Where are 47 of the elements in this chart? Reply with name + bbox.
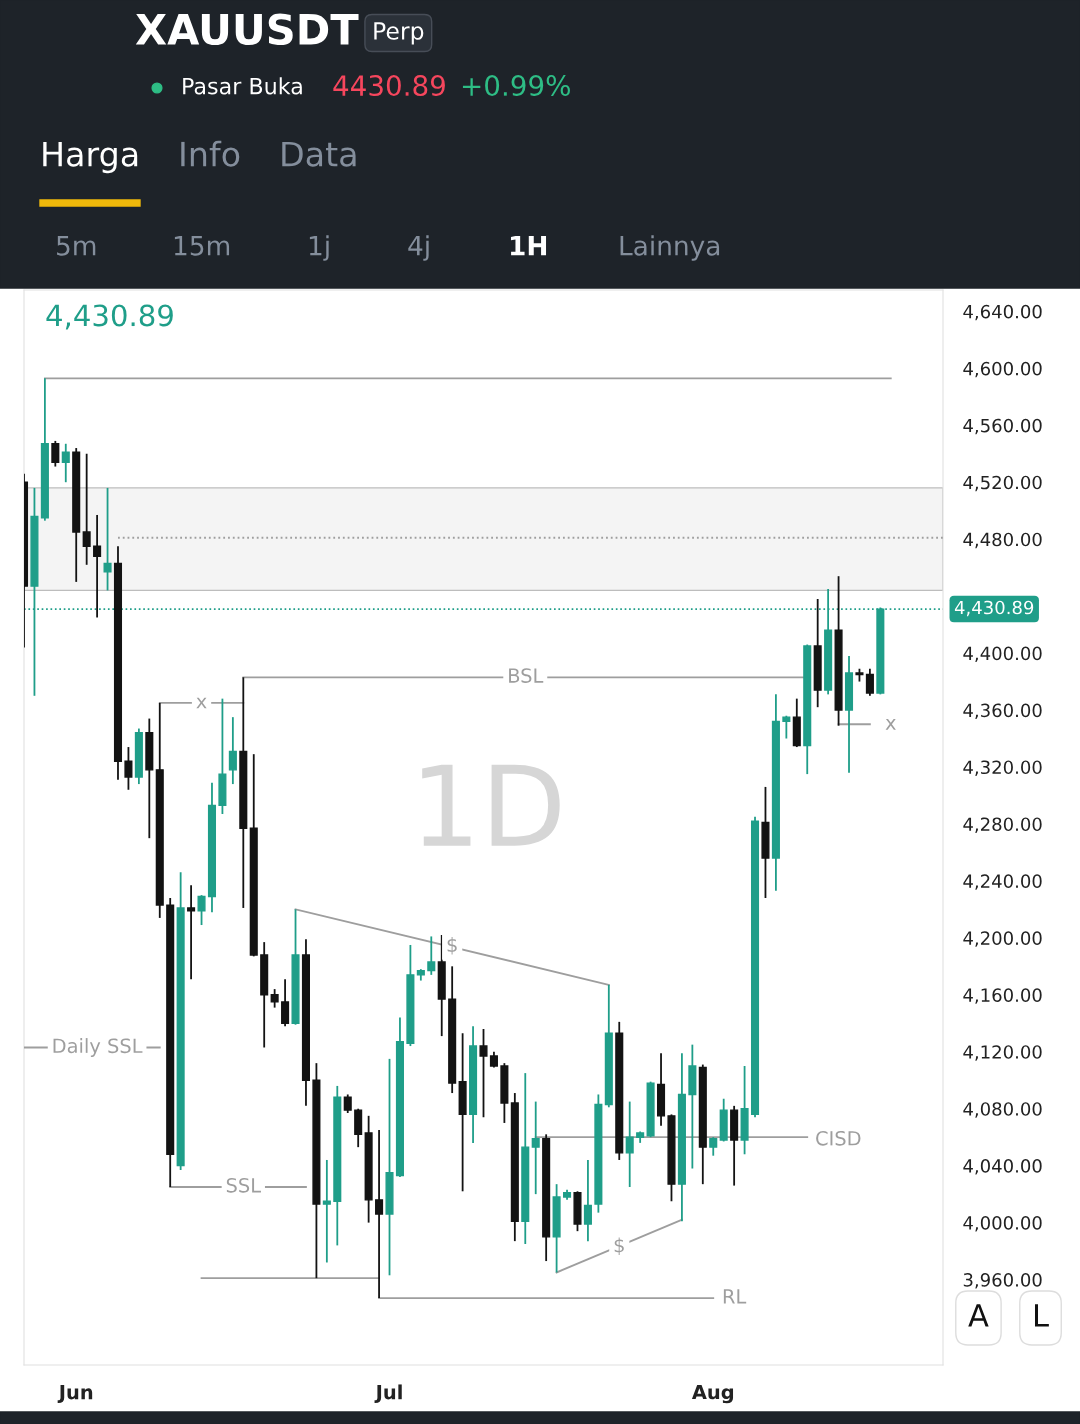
- y-tick-label: 4,160.00: [963, 988, 1042, 1004]
- annotation: x: [885, 719, 896, 730]
- text: +0.99%: [462, 75, 570, 97]
- text: A: [968, 1304, 989, 1327]
- y-tick-label: 4,560.00: [963, 418, 1042, 435]
- text: 5m: [57, 236, 96, 256]
- y-tick-label: 4,080.00: [963, 1102, 1042, 1118]
- annotation: 4,430.89: [46, 304, 173, 330]
- text: 1j: [309, 235, 329, 261]
- y-tick-label: 4,240.00: [963, 874, 1042, 890]
- annotation: RL: [723, 1289, 747, 1304]
- text: L: [1035, 1304, 1049, 1327]
- text: Info: [181, 140, 240, 167]
- y-tick-label: 3,960.00: [963, 1273, 1042, 1289]
- y-tick-label: 4,120.00: [963, 1045, 1042, 1061]
- y-tick-label: 4,520.00: [963, 475, 1042, 492]
- text: Data: [282, 141, 356, 167]
- chart-subtitle: Perp: [374, 22, 424, 45]
- y-tick-label: 4,320.00: [963, 760, 1042, 776]
- y-tick-label: 4,400.00: [963, 646, 1042, 663]
- text: 15m: [174, 236, 230, 256]
- ref-line-label: 4,430.89: [954, 600, 1034, 617]
- annotation: Daily SSL: [53, 1038, 143, 1057]
- x-tick-label: Jul: [374, 1384, 402, 1404]
- y-tick-label: 4,640.00: [963, 304, 1042, 321]
- annotation: BSL: [509, 668, 544, 683]
- y-tick-label: 4,600.00: [963, 361, 1042, 378]
- text: 4j: [408, 235, 429, 261]
- annotation: SSL: [226, 1177, 261, 1193]
- annotation: $: [614, 1237, 624, 1256]
- annotation: CISD: [816, 1130, 861, 1146]
- text: Lainnya: [620, 235, 720, 261]
- text: Pasar Buka: [183, 77, 302, 95]
- annotation: $: [447, 936, 457, 955]
- text: Harga: [43, 141, 138, 174]
- text: 4430.89: [333, 75, 445, 97]
- x-tick-label: Jun: [57, 1385, 93, 1404]
- annotation: x: [196, 697, 207, 709]
- x-tick-label: Aug: [691, 1384, 734, 1404]
- y-tick-label: 4,480.00: [963, 532, 1042, 549]
- y-tick-label: 4,000.00: [963, 1216, 1042, 1232]
- y-tick-label: 4,280.00: [963, 817, 1042, 833]
- y-tick-label: 4,360.00: [963, 703, 1042, 719]
- chart-title: XAUUSDT: [135, 13, 359, 46]
- text: 1H: [510, 236, 547, 256]
- y-tick-label: 4,040.00: [963, 1159, 1042, 1175]
- y-tick-label: 4,200.00: [963, 931, 1042, 947]
